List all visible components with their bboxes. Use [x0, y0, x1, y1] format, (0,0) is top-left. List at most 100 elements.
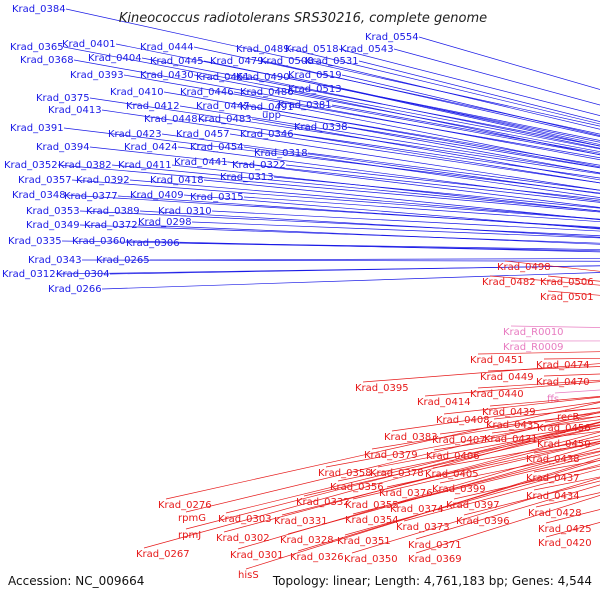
forward-gene-label: Krad_0381: [278, 100, 332, 111]
reverse-gene-label: Krad_0407: [432, 435, 486, 446]
reverse-gene-label: Krad_0276: [158, 500, 212, 511]
reverse-gene-label: Krad_0379: [364, 450, 418, 461]
forward-label-leader: [289, 76, 600, 145]
forward-label-leader: [227, 161, 600, 208]
forward-gene-label: Krad_0349: [26, 220, 80, 231]
reverse-gene-label: Krad_0414: [417, 397, 471, 408]
reverse-label-leader: [303, 426, 600, 497]
forward-label-leader: [193, 46, 600, 135]
forward-label-leader: [251, 118, 600, 181]
forward-label-leader: [171, 164, 600, 212]
reverse-gene-label: Krad_0369: [408, 554, 462, 565]
reverse-gene-label: Krad_0302: [216, 533, 270, 544]
forward-gene-label: Krad_0313: [220, 172, 274, 183]
forward-gene-label: Krad_0392: [76, 175, 130, 186]
reverse-gene-label: Krad_0449: [480, 372, 534, 383]
reverse-label-leader: [185, 412, 600, 513]
reverse-gene-label: Krad_0451: [470, 355, 524, 366]
forward-label-leader: [285, 164, 600, 200]
reverse-gene-label: Krad_0356: [330, 482, 384, 493]
forward-gene-label: Krad_0454: [190, 142, 244, 153]
forward-gene-label: Krad_0444: [140, 42, 194, 53]
reverse-gene-label: Krad_0435: [486, 420, 540, 431]
forward-label-leader: [273, 176, 600, 209]
reverse-label-leader: [397, 454, 600, 504]
forward-label-leader: [293, 106, 600, 168]
forward-label-leader: [89, 97, 600, 175]
forward-label-leader: [79, 210, 600, 237]
reverse-gene-label: Krad_0482: [482, 277, 536, 288]
forward-label-leader: [139, 210, 600, 238]
forward-label-leader: [141, 57, 600, 147]
reverse-gene-label: Krad_0332: [296, 497, 350, 508]
reverse-gene-label: Krad_0408: [436, 415, 490, 426]
forward-gene-label: upp: [262, 110, 281, 121]
forward-label-leader: [177, 146, 600, 202]
forward-gene-label: Krad_0518: [285, 44, 339, 55]
forward-gene-label: Krad_0357: [18, 175, 72, 186]
reverse-gene-label: Krad_0434: [526, 491, 580, 502]
forward-gene-label: Krad_0418: [150, 175, 204, 186]
reverse-label-leader: [424, 381, 600, 397]
forward-gene-label: Krad_0384: [12, 4, 66, 15]
reverse-gene-label: hisS: [238, 570, 259, 581]
reverse-label-leader: [463, 480, 600, 516]
reverse-gene-label: Krad_0303: [218, 514, 272, 525]
forward-gene-label: Krad_0266: [48, 284, 102, 295]
forward-label-leader: [111, 164, 600, 212]
reverse-label-leader: [223, 431, 600, 533]
forward-gene-label: Krad_0554: [365, 32, 419, 43]
forward-gene-label: Krad_0389: [86, 206, 140, 217]
reverse-label-leader: [237, 443, 600, 550]
forward-label-leader: [393, 48, 600, 106]
forward-gene-label: Krad_0411: [118, 160, 172, 171]
forward-gene-label: Krad_0365: [10, 42, 64, 53]
forward-label-leader: [149, 258, 600, 261]
forward-gene-label: Krad_0335: [8, 236, 62, 247]
reverse-gene-label: recR: [557, 412, 580, 423]
forward-gene-label: Krad_0394: [36, 142, 90, 153]
forward-gene-label: Krad_0446: [180, 87, 234, 98]
forward-label-leader: [211, 210, 600, 232]
reverse-gene-label: Krad_0267: [136, 549, 190, 560]
forward-label-leader: [313, 60, 600, 130]
forward-label-leader: [233, 91, 600, 161]
map-title: Kineococcus radiotolerans SRS30216, comp…: [119, 11, 487, 26]
forward-label-leader: [123, 74, 600, 159]
forward-label-leader: [89, 146, 600, 203]
reverse-gene-label: Krad_0440: [470, 389, 524, 400]
reverse-gene-label: Krad_0354: [345, 515, 399, 526]
reverse-gene-label: Krad_0374: [390, 504, 444, 515]
forward-label-leader: [341, 74, 600, 136]
forward-label-leader: [101, 109, 600, 184]
accession-text: Accession: NC_009664: [8, 574, 144, 588]
forward-label-leader: [179, 242, 600, 250]
reverse-gene-label: Krad_0438: [526, 454, 580, 465]
forward-gene-label: Krad_0423: [108, 129, 162, 140]
forward-label-leader: [249, 105, 600, 169]
forward-gene-label: Krad_0338: [294, 122, 348, 133]
forward-label-leader: [63, 46, 600, 150]
forward-gene-label: Krad_0346: [240, 129, 294, 140]
forward-label-leader: [73, 59, 600, 156]
forward-label-leader: [161, 133, 600, 195]
forward-gene-label: Krad_0519: [288, 70, 342, 81]
forward-label-leader: [79, 224, 600, 244]
reverse-gene-label: Krad_0373: [396, 522, 450, 533]
forward-gene-label: Krad_0343: [28, 255, 82, 266]
reverse-gene-label: Krad_0376: [379, 488, 433, 499]
forward-label-leader: [331, 104, 600, 154]
forward-gene-label: Krad_0531: [305, 56, 359, 67]
forward-gene-label: Krad_0322: [232, 160, 286, 171]
forward-gene-label: Krad_0404: [88, 53, 142, 64]
forward-gene-label: Krad_0483: [198, 114, 252, 125]
reverse-label-leader: [165, 402, 600, 500]
forward-gene-label: Krad_0304: [56, 269, 110, 280]
reverse-gene-label: rpmG: [178, 513, 206, 524]
reverse-label-leader: [432, 438, 600, 469]
forward-label-leader: [63, 127, 600, 194]
forward-gene-label: Krad_0461: [196, 72, 250, 83]
reverse-gene-label: Krad_0350: [344, 554, 398, 565]
forward-label-leader: [347, 126, 600, 169]
